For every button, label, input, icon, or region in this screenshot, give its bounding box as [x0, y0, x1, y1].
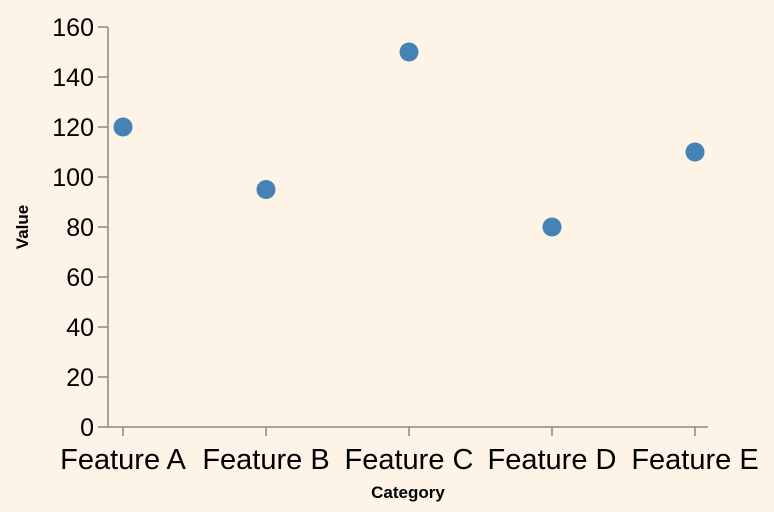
x-tick-label: Feature E: [631, 444, 758, 476]
y-tick-label: 100: [52, 164, 94, 192]
y-tick-label: 60: [66, 264, 94, 292]
y-tick-label: 140: [52, 64, 94, 92]
data-point: [399, 42, 419, 62]
x-tick-label: Feature A: [60, 444, 186, 476]
data-points: [113, 42, 705, 237]
y-tick-label: 40: [66, 314, 94, 342]
x-axis-title: Category: [371, 483, 445, 502]
y-tick-label: 120: [52, 114, 94, 142]
y-tick-label: 160: [52, 14, 94, 42]
x-tick-label: Feature D: [488, 444, 617, 476]
y-tick-label: 0: [80, 414, 94, 442]
y-axis: 0 20 40 60 80 100 120 140 160: [52, 14, 109, 442]
x-tick-label: Feature B: [202, 444, 329, 476]
x-axis: Feature A Feature B Feature C Feature D Feat…: [60, 426, 759, 476]
y-tick-label: 20: [66, 364, 94, 392]
data-point: [256, 180, 276, 199]
y-tick-label: 80: [66, 214, 94, 242]
data-point: [685, 142, 705, 162]
x-tick-label: Feature C: [345, 444, 474, 476]
data-point: [113, 117, 133, 137]
y-axis-title: Value: [13, 205, 32, 249]
data-point: [542, 217, 562, 237]
